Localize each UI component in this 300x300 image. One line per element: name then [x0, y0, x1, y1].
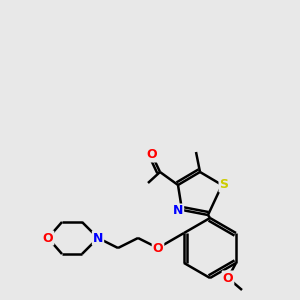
Text: N: N	[93, 232, 103, 244]
Text: O: O	[147, 148, 157, 161]
Text: N: N	[173, 205, 183, 218]
Text: O: O	[153, 242, 163, 254]
Text: S: S	[220, 178, 229, 191]
Text: O: O	[43, 232, 53, 244]
Text: O: O	[223, 272, 233, 284]
